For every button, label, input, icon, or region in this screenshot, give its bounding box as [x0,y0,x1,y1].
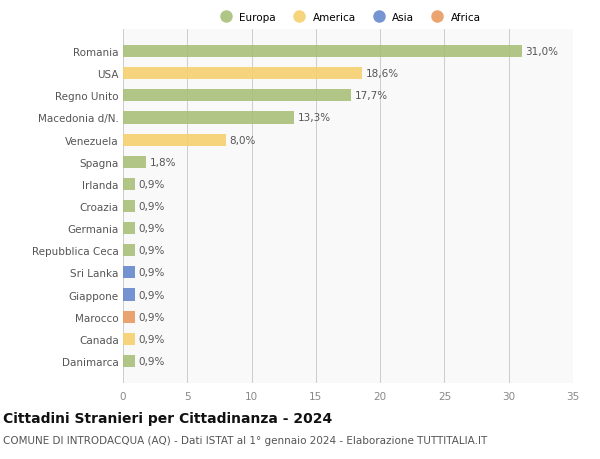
Text: 0,9%: 0,9% [139,202,165,212]
Text: 1,8%: 1,8% [150,157,176,168]
Bar [123,157,146,168]
Bar [123,179,134,190]
Bar [123,90,350,102]
Text: 0,9%: 0,9% [139,246,165,256]
Text: 0,9%: 0,9% [139,224,165,234]
Text: 0,9%: 0,9% [139,179,165,190]
Bar [123,267,134,279]
Text: 17,7%: 17,7% [355,91,388,101]
Text: 8,0%: 8,0% [230,135,256,146]
Text: 0,9%: 0,9% [139,334,165,344]
Text: 0,9%: 0,9% [139,268,165,278]
Text: 0,9%: 0,9% [139,290,165,300]
Bar [123,311,134,323]
Text: 13,3%: 13,3% [298,113,331,123]
Bar [123,223,134,235]
Text: Cittadini Stranieri per Cittadinanza - 2024: Cittadini Stranieri per Cittadinanza - 2… [3,411,332,425]
Text: 18,6%: 18,6% [366,69,399,79]
Bar [123,134,226,146]
Text: 31,0%: 31,0% [526,47,559,57]
Text: 0,9%: 0,9% [139,312,165,322]
Bar [123,201,134,213]
Bar [123,112,294,124]
Legend: Europa, America, Asia, Africa: Europa, America, Asia, Africa [211,9,485,27]
Text: COMUNE DI INTRODACQUA (AQ) - Dati ISTAT al 1° gennaio 2024 - Elaborazione TUTTIT: COMUNE DI INTRODACQUA (AQ) - Dati ISTAT … [3,435,487,445]
Bar [123,46,521,58]
Bar [123,355,134,367]
Bar [123,245,134,257]
Bar [123,289,134,301]
Text: 0,9%: 0,9% [139,356,165,366]
Bar [123,333,134,345]
Bar [123,68,362,80]
